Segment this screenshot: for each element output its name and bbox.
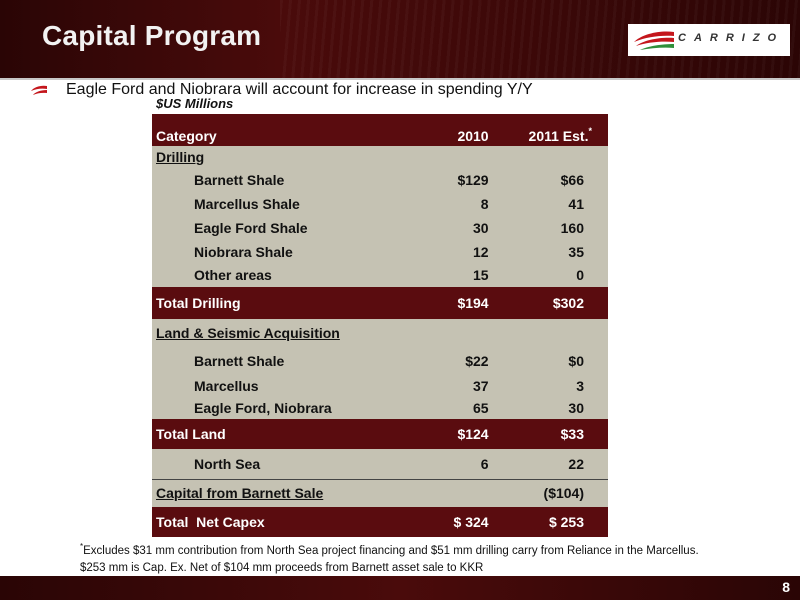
- footnote-marker: *: [80, 542, 84, 551]
- bullet-text: Eagle Ford and Niobrara will account for…: [66, 81, 533, 98]
- header-2011-label: 2011 Est.: [528, 128, 589, 144]
- table-row: Marcellus 37 3: [152, 375, 608, 397]
- page-number: 8: [782, 579, 790, 595]
- row-2011: 0: [508, 263, 608, 287]
- row-2010: $129: [421, 168, 509, 192]
- header-divider: [0, 78, 800, 80]
- row-name: Eagle Ford, Niobrara: [152, 397, 422, 419]
- footnotes: *Excludes $31 mm contribution from North…: [80, 538, 800, 577]
- total-net-capex-row: Total Net Capex $ 324 $ 253: [152, 507, 608, 537]
- section-drilling-row: Drilling: [152, 146, 608, 168]
- total-land-2011: $33: [508, 419, 608, 449]
- row-name: Eagle Ford Shale: [152, 216, 422, 240]
- barnett-sale-label: Capital from Barnett Sale: [156, 485, 324, 502]
- row-name: Marcellus Shale: [152, 192, 422, 216]
- carrizo-logo: CARRIZO: [628, 24, 790, 56]
- row-2010: 37: [421, 375, 509, 397]
- total-net-capex-2011: $ 253: [508, 507, 608, 537]
- footnote-text-1: Excludes $31 mm contribution from North …: [83, 544, 699, 557]
- section-land: Land & Seismic Acquisition: [152, 319, 608, 347]
- row-2010: 65: [421, 397, 509, 419]
- row-2011: $0: [508, 347, 608, 375]
- section-drilling-label: Drilling: [156, 149, 205, 165]
- row-2011: 35: [508, 240, 608, 263]
- total-drilling-2011: $302: [508, 287, 608, 319]
- total-drilling-label: Total Drilling: [152, 287, 422, 319]
- table-header-row: Category 2010 2011 Est.*: [152, 114, 608, 146]
- total-drilling-2010: $194: [421, 287, 509, 319]
- row-2011: 3: [508, 375, 608, 397]
- row-name: Niobrara Shale: [152, 240, 422, 263]
- bullet-row: Eagle Ford and Niobrara will account for…: [30, 80, 533, 100]
- section-land-row: Land & Seismic Acquisition: [152, 319, 608, 347]
- table-row: Other areas 15 0: [152, 263, 608, 287]
- row-2010: $22: [421, 347, 509, 375]
- row-2011: 41: [508, 192, 608, 216]
- total-net-capex-label: Total Net Capex: [152, 507, 422, 537]
- carrizo-swoosh-logo-icon: [634, 31, 674, 50]
- barnett-sale-cell: Capital from Barnett Sale: [152, 479, 422, 507]
- carrizo-swoosh-icon: [31, 85, 47, 95]
- row-2011: 160: [508, 216, 608, 240]
- north-sea-row: North Sea 6 22: [152, 449, 608, 479]
- total-drilling-row: Total Drilling $194 $302: [152, 287, 608, 319]
- table-row: Eagle Ford Shale 30 160: [152, 216, 608, 240]
- section-drilling: Drilling: [152, 146, 608, 168]
- table-row: Barnett Shale $22 $0: [152, 347, 608, 375]
- table-row: Eagle Ford, Niobrara 65 30: [152, 397, 608, 419]
- row-2010: 15: [421, 263, 509, 287]
- capital-program-table: Category 2010 2011 Est.* Drilling Barnet…: [152, 114, 608, 537]
- row-name: Marcellus: [152, 375, 422, 397]
- row-name: Barnett Shale: [152, 347, 422, 375]
- header-2010: 2010: [421, 114, 509, 146]
- total-net-capex-2010: $ 324: [421, 507, 509, 537]
- north-sea-2010: 6: [421, 449, 509, 479]
- header-category: Category: [152, 114, 422, 146]
- table-row: Marcellus Shale 8 41: [152, 192, 608, 216]
- footnote-marker: *: [588, 126, 592, 136]
- header-banner: Capital Program CARRIZO: [0, 0, 800, 78]
- units-label: $US Millions: [156, 96, 234, 111]
- row-2011: 30: [508, 397, 608, 419]
- row-2010: 8: [421, 192, 509, 216]
- row-2010: 12: [421, 240, 509, 263]
- total-land-row: Total Land $124 $33: [152, 419, 608, 449]
- section-land-label: Land & Seismic Acquisition: [156, 325, 340, 341]
- table-row: Niobrara Shale 12 35: [152, 240, 608, 263]
- north-sea-label: North Sea: [152, 449, 422, 479]
- north-sea-2011: 22: [508, 449, 608, 479]
- page-title: Capital Program: [42, 20, 262, 51]
- row-name: Other areas: [152, 263, 422, 287]
- barnett-sale-2011: ($104): [508, 479, 608, 507]
- header-2011: 2011 Est.*: [508, 114, 608, 146]
- total-land-label: Total Land: [152, 419, 422, 449]
- barnett-sale-2010: [421, 479, 509, 507]
- total-land-2010: $124: [421, 419, 509, 449]
- table-row: Barnett Shale $129 $66: [152, 168, 608, 192]
- row-2010: 30: [421, 216, 509, 240]
- barnett-sale-row: Capital from Barnett Sale ($104): [152, 479, 608, 507]
- row-name: Barnett Shale: [152, 168, 422, 192]
- footnote-line-2: $253 mm is Cap. Ex. Net of $104 mm proce…: [80, 561, 484, 574]
- logo-text: CARRIZO: [678, 32, 785, 44]
- footnote-line-1: *Excludes $31 mm contribution from North…: [80, 538, 800, 560]
- row-2011: $66: [508, 168, 608, 192]
- footer-bar: 8: [0, 576, 800, 600]
